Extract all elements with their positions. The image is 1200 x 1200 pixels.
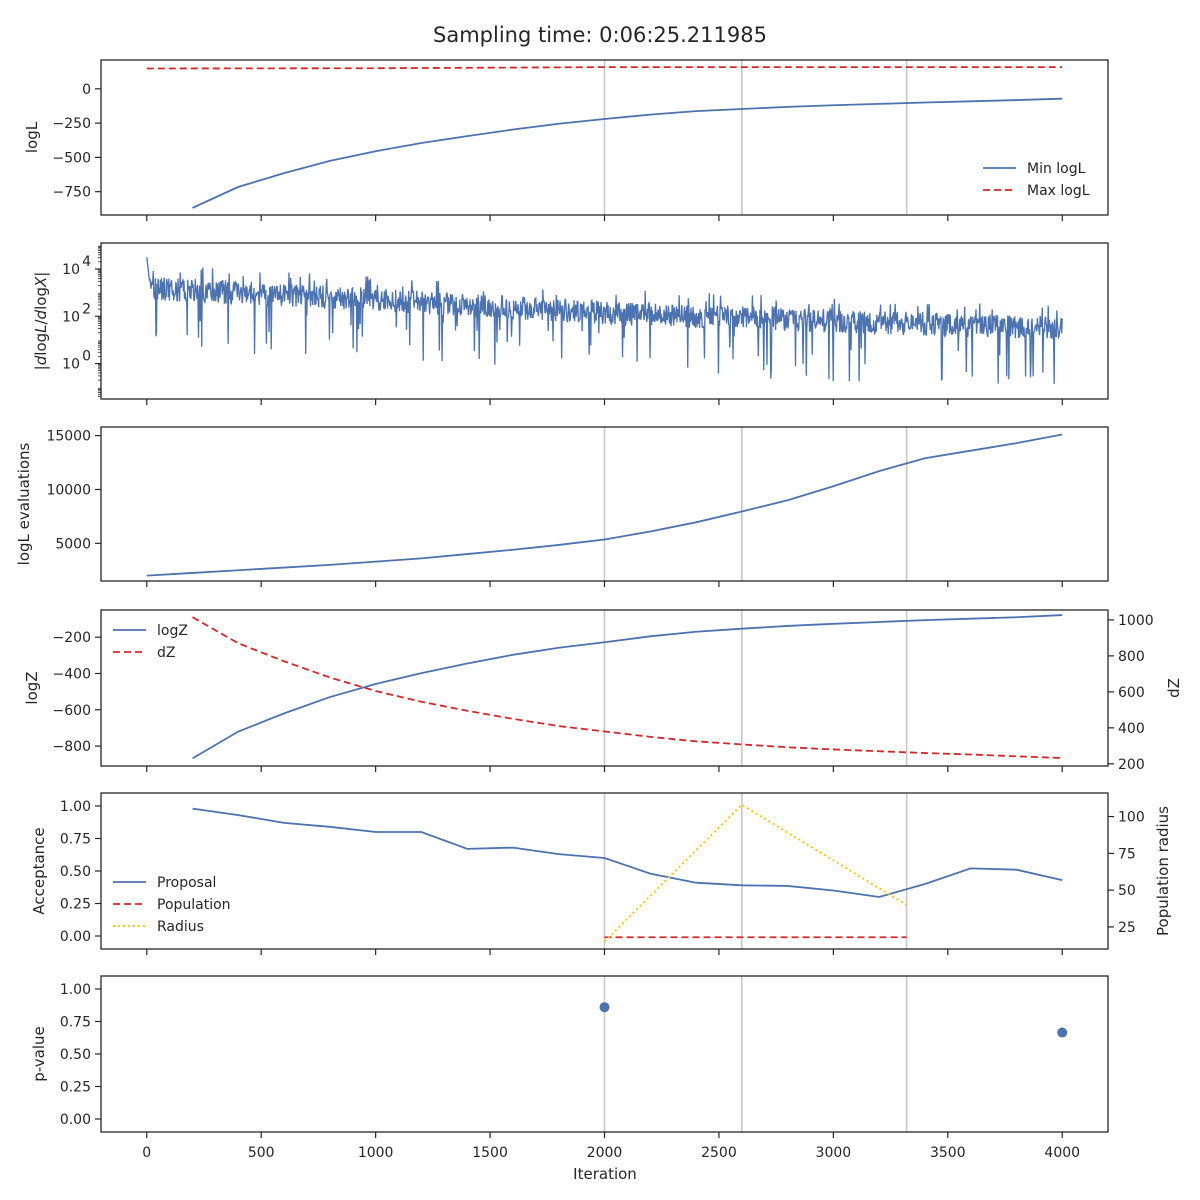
y-right-tick-label: 400 (1118, 721, 1145, 737)
series-line-1 (192, 807, 1063, 898)
legend-label: Min logL (1027, 161, 1086, 177)
series-line-1 (192, 614, 1063, 760)
y-axis-label: Acceptance (30, 827, 48, 914)
y-tick-label: 10 (62, 262, 80, 278)
y-tick-label: 0.50 (60, 1047, 91, 1063)
y-tick-label: 10000 (46, 482, 91, 498)
x-tick-label: 4000 (1044, 1145, 1080, 1161)
panel-3: 15000 10000 5000 logL evaluations (15, 426, 1109, 587)
x-tick-label: 2500 (701, 1145, 737, 1161)
y-right-tick-label: 800 (1118, 649, 1145, 665)
panel-4: −200 −400 −600 −800 1000 800 600 400 200 logZ dZ lo… (23, 609, 1183, 773)
panel-1: 0 −250 −500 −750 logL Min logL Max logL (23, 59, 1109, 221)
x-tick-label: 0 (142, 1145, 151, 1161)
y-tick-label: 0.75 (60, 1015, 91, 1031)
y-tick-label: 0.25 (60, 897, 91, 913)
y-right-axis-label: Population radius (1154, 806, 1172, 936)
legend-label: Radius (157, 919, 204, 935)
y-right-tick-label: 25 (1118, 920, 1136, 936)
legend-label: dZ (157, 645, 175, 661)
axes-frame (100, 792, 1109, 950)
data-point (599, 1002, 610, 1013)
series-line-2 (146, 66, 1063, 70)
chart-title: Sampling time: 0:06:25.211985 (433, 23, 767, 47)
series-line-1 (192, 97, 1063, 209)
y-tick-label: 0.75 (60, 832, 91, 848)
y-tick-label: −400 (53, 666, 91, 682)
y-tick-label: 0.00 (60, 1112, 91, 1128)
x-tick-label: 1000 (358, 1145, 394, 1161)
y-right-tick-label: 600 (1118, 685, 1145, 701)
y-tick-exponent: 0 (82, 349, 91, 365)
x-tick-label: 3500 (930, 1145, 966, 1161)
series-line-2 (192, 616, 1063, 759)
y-tick-exponent: 4 (82, 254, 91, 270)
y-tick-label: 10 (62, 357, 80, 373)
y-tick-label: 1.00 (60, 799, 91, 815)
y-tick-label: 1.00 (60, 982, 91, 998)
y-axis-label: |dlogL/dlogX| (32, 272, 50, 371)
y-tick-label: −600 (53, 703, 91, 719)
y-right-axis-label: dZ (1165, 678, 1183, 698)
legend-label: Population (157, 897, 231, 913)
y-tick-label: 0.25 (60, 1080, 91, 1096)
x-tick-label: 500 (248, 1145, 275, 1161)
y-tick-label: −200 (53, 630, 91, 646)
legend-label: Proposal (157, 875, 216, 891)
y-axis-label: p-value (30, 1026, 48, 1082)
axes-frame (100, 426, 1109, 582)
legend-label: Max logL (1027, 183, 1090, 199)
y-right-tick-label: 1000 (1118, 613, 1154, 629)
axes-frame (100, 59, 1109, 216)
axes-frame (100, 609, 1109, 767)
data-point (1057, 1027, 1068, 1038)
y-right-tick-label: 100 (1118, 810, 1145, 826)
legend-label: logZ (157, 623, 188, 639)
y-tick-exponent: 2 (82, 301, 91, 317)
y-tick-label: −800 (53, 739, 91, 755)
series-line-1 (146, 433, 1063, 577)
y-right-tick-label: 75 (1118, 846, 1136, 862)
y-tick-label: 0.00 (60, 929, 91, 945)
x-tick-label: 2000 (587, 1145, 623, 1161)
x-tick-label: 3000 (816, 1145, 852, 1161)
panel-5: 1.00 0.75 0.50 0.25 0.00 100 75 50 25 Acceptance P… (30, 792, 1172, 955)
y-tick-label: 0.50 (60, 864, 91, 880)
y-right-tick-label: 50 (1118, 883, 1136, 899)
y-tick-label: −250 (53, 116, 91, 132)
panel-6: 0 500 1000 1500 2000 2500 3000 3500 4000 1.00 0.75… (30, 975, 1109, 1161)
y-tick-label: 10 (62, 309, 80, 325)
x-tick-label: 1500 (472, 1145, 508, 1161)
x-axis-label: Iteration (573, 1165, 637, 1183)
y-tick-label: 5000 (55, 536, 91, 552)
y-axis-label: logL (23, 121, 41, 153)
y-right-tick-label: 200 (1118, 757, 1145, 773)
axes-frame (100, 242, 1109, 400)
axes-frame (100, 975, 1109, 1133)
y-tick-label: −500 (53, 150, 91, 166)
y-tick-label: −750 (53, 185, 91, 201)
y-axis-label: logZ (23, 671, 41, 704)
y-tick-label: 15000 (46, 429, 91, 445)
y-tick-label: 0 (82, 82, 91, 98)
series-line-1 (146, 257, 1063, 384)
y-axis-label: logL evaluations (15, 442, 33, 565)
